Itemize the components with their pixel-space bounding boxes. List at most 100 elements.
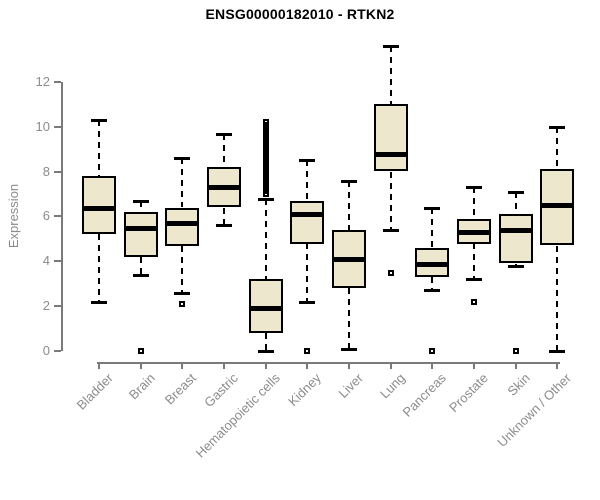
outlier-point — [388, 270, 394, 276]
median-line — [376, 152, 406, 157]
upper-whisker-cap — [341, 180, 357, 183]
median-line — [417, 262, 447, 267]
upper-whisker-line — [140, 201, 142, 212]
upper-whisker-cap — [216, 133, 232, 136]
x-axis-tick — [390, 362, 392, 369]
upper-whisker-cap — [549, 126, 565, 129]
lower-whisker-cap — [549, 350, 565, 353]
x-axis-tick — [223, 362, 225, 369]
upper-whisker-line — [473, 187, 475, 218]
box — [290, 201, 324, 244]
outlier-point — [429, 348, 435, 354]
upper-whisker-line — [515, 192, 517, 214]
median-line — [501, 228, 531, 233]
upper-whisker-line — [306, 160, 308, 200]
median-line — [334, 257, 364, 262]
lower-whisker-line — [98, 234, 100, 301]
lower-whisker-cap — [216, 224, 232, 227]
lower-whisker-cap — [174, 292, 190, 295]
median-line — [542, 203, 572, 208]
y-tick-label: 0 — [42, 343, 50, 358]
median-line — [126, 226, 156, 231]
y-axis-tick — [54, 215, 61, 217]
lower-whisker-line — [265, 333, 267, 351]
y-axis-tick — [54, 305, 61, 307]
y-axis-tick — [54, 350, 61, 352]
lower-whisker-line — [306, 243, 308, 301]
box — [165, 208, 199, 246]
x-axis-tick — [515, 362, 517, 369]
outlier-point — [138, 348, 144, 354]
lower-whisker-line — [431, 277, 433, 290]
outlier-point — [304, 348, 310, 354]
lower-whisker-line — [556, 246, 558, 351]
x-axis-tick — [140, 362, 142, 369]
upper-whisker-line — [348, 181, 350, 230]
upper-whisker-cap — [299, 159, 315, 162]
median-line — [292, 212, 322, 217]
upper-whisker-line — [390, 46, 392, 104]
x-axis-tick — [348, 362, 350, 369]
lower-whisker-cap — [383, 229, 399, 232]
median-line — [209, 185, 239, 190]
upper-whisker-cap — [133, 200, 149, 203]
upper-whisker-cap — [508, 191, 524, 194]
upper-whisker-cap — [258, 198, 274, 201]
upper-whisker-cap — [466, 186, 482, 189]
lower-whisker-line — [140, 257, 142, 275]
lower-whisker-line — [181, 246, 183, 293]
box — [82, 176, 116, 234]
lower-whisker-line — [473, 243, 475, 279]
upper-whisker-line — [98, 120, 100, 176]
upper-whisker-line — [431, 208, 433, 248]
x-axis-tick — [181, 362, 183, 369]
upper-whisker-cap — [91, 119, 107, 122]
y-tick-label: 6 — [42, 208, 50, 223]
median-line — [84, 206, 114, 211]
upper-whisker-line — [223, 134, 225, 168]
lower-whisker-cap — [508, 265, 524, 268]
lower-whisker-cap — [341, 348, 357, 351]
lower-whisker-cap — [91, 301, 107, 304]
outlier-point — [471, 299, 477, 305]
lower-whisker-cap — [466, 278, 482, 281]
median-line — [459, 230, 489, 235]
lower-whisker-line — [390, 172, 392, 230]
y-tick-label: 10 — [35, 119, 50, 134]
median-line — [251, 306, 281, 311]
upper-whisker-line — [265, 199, 267, 280]
lower-whisker-cap — [299, 301, 315, 304]
x-axis-tick — [556, 362, 558, 369]
box — [499, 214, 533, 263]
x-axis-tick — [98, 362, 100, 369]
upper-whisker-cap — [174, 157, 190, 160]
lower-whisker-cap — [424, 289, 440, 292]
lower-whisker-cap — [258, 350, 274, 353]
outlier-point — [263, 191, 269, 197]
y-axis-tick — [54, 126, 61, 128]
chart-title: ENSG00000182010 - RTKN2 — [205, 6, 395, 22]
y-axis-tick — [54, 260, 61, 262]
x-axis-tick — [265, 362, 267, 369]
y-tick-label: 8 — [42, 164, 50, 179]
upper-whisker-cap — [383, 45, 399, 48]
y-axis-tick — [54, 171, 61, 173]
y-tick-label: 2 — [42, 298, 50, 313]
y-tick-label: 12 — [35, 74, 50, 89]
x-axis-tick — [473, 362, 475, 369]
x-axis-tick — [431, 362, 433, 369]
median-line — [167, 221, 197, 226]
y-axis-tick — [54, 81, 61, 83]
upper-whisker-cap — [424, 207, 440, 210]
x-axis-tick — [306, 362, 308, 369]
upper-whisker-line — [181, 158, 183, 207]
y-axis-line — [61, 82, 63, 351]
upper-whisker-line — [556, 127, 558, 170]
lower-whisker-line — [348, 288, 350, 349]
lower-whisker-cap — [133, 274, 149, 277]
x-axis-line — [97, 362, 560, 364]
lower-whisker-line — [223, 208, 225, 226]
outlier-point — [179, 301, 185, 307]
